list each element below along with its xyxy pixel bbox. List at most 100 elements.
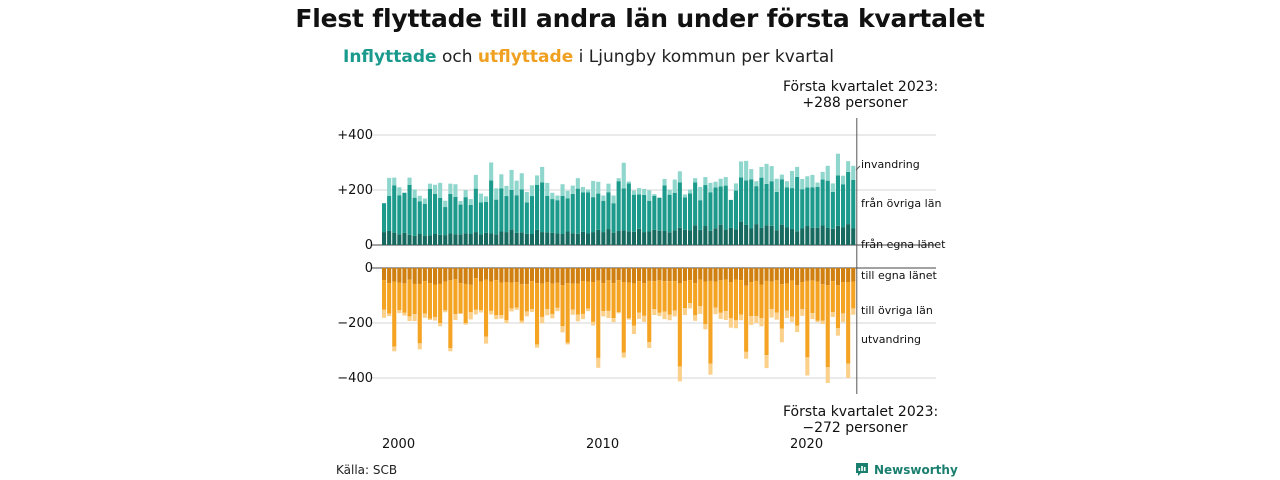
bar-in-1 [402, 192, 407, 233]
bar-in-1 [535, 184, 540, 230]
bar-in-1 [489, 180, 494, 234]
bar-out-0 [647, 268, 652, 281]
bar-in-2 [545, 182, 550, 196]
bar-out-1 [397, 282, 402, 311]
bar-out-0 [611, 268, 616, 284]
bar-out-1 [601, 283, 606, 312]
bar-out-1 [800, 282, 805, 310]
bar-out-0 [422, 268, 427, 282]
brand-logo: Newsworthy [855, 462, 958, 477]
subtitle-rest: i Ljungby kommun per kvartal [573, 47, 835, 67]
bar-out-2 [815, 320, 820, 323]
bar-in-1 [601, 200, 606, 233]
bar-out-0 [580, 268, 585, 282]
bar-in-0 [560, 234, 565, 245]
bar-in-2 [662, 179, 667, 186]
bar-out-0 [529, 268, 534, 282]
bar-out-1 [728, 282, 733, 319]
bar-out-1 [392, 281, 397, 347]
bar-out-0 [433, 268, 438, 285]
bar-in-0 [784, 227, 789, 245]
bar-out-2 [443, 310, 448, 313]
bar-in-1 [468, 204, 473, 234]
bar-out-2 [846, 363, 851, 378]
bar-in-0 [392, 232, 397, 245]
bar-out-0 [453, 268, 458, 280]
bar-in-0 [805, 226, 810, 245]
bar-in-1 [825, 180, 830, 228]
bar-out-0 [688, 268, 693, 281]
bar-out-1 [438, 283, 443, 323]
bar-out-0 [754, 268, 759, 281]
bar-out-2 [591, 321, 596, 326]
bar-in-0 [652, 229, 657, 245]
bar-in-2 [550, 192, 555, 200]
series-label-fran-egna-lanet: från egna länet [861, 238, 946, 251]
bar-out-2 [688, 303, 693, 309]
bar-in-1 [443, 207, 448, 236]
bar-out-0 [463, 268, 468, 284]
bar-in-1 [427, 188, 432, 236]
bar-out-1 [407, 279, 412, 317]
bar-in-1 [591, 197, 596, 233]
bar-in-0 [484, 232, 489, 245]
bar-in-1 [499, 188, 504, 232]
series-label-utvandring: utvandring [861, 333, 921, 346]
bar-in-0 [545, 232, 550, 245]
bar-in-1 [642, 194, 647, 233]
bar-in-1 [524, 202, 529, 234]
bar-in-1 [769, 181, 774, 226]
bar-in-2 [805, 176, 810, 188]
bar-out-1 [427, 283, 432, 319]
bar-out-0 [407, 268, 412, 280]
bar-out-2 [478, 310, 483, 313]
bar-in-0 [693, 225, 698, 245]
bar-out-0 [795, 268, 800, 286]
bar-out-2 [575, 314, 580, 322]
bar-out-2 [545, 308, 550, 316]
bar-in-2 [438, 182, 443, 198]
bar-in-0 [733, 229, 738, 245]
bar-out-0 [825, 268, 830, 286]
annotation-bottom: Första kvartalet 2023: −272 personer [783, 404, 938, 436]
bar-out-1 [524, 284, 529, 312]
brand-name: Newsworthy [874, 462, 958, 477]
bar-out-1 [820, 284, 825, 321]
chart-subtitle: Inflyttade och utflyttade i Ljungby komm… [343, 47, 834, 67]
bar-out-1 [774, 280, 779, 313]
bar-in-2 [841, 175, 846, 185]
bar-out-2 [514, 307, 519, 310]
bar-in-2 [642, 188, 647, 195]
bar-out-1 [621, 282, 626, 353]
bar-in-2 [468, 199, 473, 205]
bar-in-2 [473, 174, 478, 189]
bar-in-1 [652, 195, 657, 230]
bar-out-2 [402, 312, 407, 316]
bar-in-1 [708, 192, 713, 231]
bar-out-2 [509, 308, 514, 312]
bar-in-1 [570, 193, 575, 234]
bar-out-1 [535, 283, 540, 345]
bar-in-0 [453, 234, 458, 245]
bar-in-2 [688, 189, 693, 194]
bar-out-2 [825, 367, 830, 383]
bar-in-0 [387, 230, 392, 245]
bar-in-0 [774, 230, 779, 245]
bar-out-1 [458, 283, 463, 314]
bar-in-0 [570, 233, 575, 245]
bar-out-0 [667, 268, 672, 282]
bar-in-1 [478, 202, 483, 235]
bar-in-0 [825, 227, 830, 245]
bar-in-0 [509, 229, 514, 245]
bar-out-1 [626, 282, 631, 319]
bar-out-1 [805, 280, 810, 358]
bar-out-2 [606, 310, 611, 319]
bar-in-0 [616, 230, 621, 245]
bar-out-2 [835, 328, 840, 336]
bar-in-2 [820, 171, 825, 180]
bar-in-2 [463, 190, 468, 198]
bar-in-0 [698, 229, 703, 245]
bar-out-0 [805, 268, 810, 281]
bar-in-1 [733, 190, 738, 230]
